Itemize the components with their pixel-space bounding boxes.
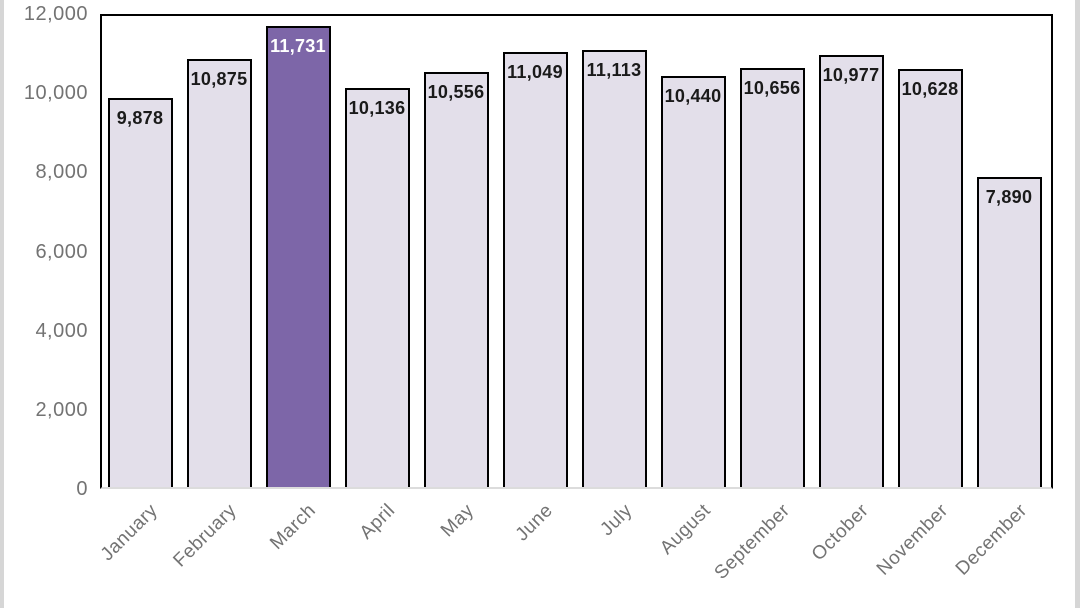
- x-tick-label-january: January: [97, 500, 163, 566]
- window-edge-left: [0, 0, 4, 608]
- bar-february: [186, 59, 252, 487]
- bar-september: [739, 68, 805, 487]
- plot-area: 9,878 10,875 11,731 10,136 10,556 11,049 11,11…: [100, 14, 1053, 489]
- bar-october: [818, 55, 884, 487]
- x-tick-label-june: June: [511, 500, 558, 546]
- bar-value-label: 11,113: [586, 60, 642, 80]
- x-tick-label-august: August: [656, 500, 716, 559]
- x-tick-label-may: May: [437, 500, 479, 542]
- y-tick-label: 8,000: [35, 161, 88, 184]
- x-tick-label-november: November: [872, 500, 953, 580]
- y-tick-label: 0: [76, 478, 88, 500]
- y-tick-label: 6,000: [35, 240, 88, 263]
- y-tick-label: 12,000: [23, 3, 88, 25]
- x-tick-label-december: December: [951, 500, 1032, 580]
- bar-value-label: 10,875: [190, 69, 248, 89]
- x-tick-label-march: March: [266, 500, 321, 554]
- bar-august: [660, 76, 726, 487]
- x-tick-label-september: September: [710, 500, 795, 584]
- bar-value-label: 11,731: [270, 36, 326, 56]
- bar-value-label: 10,628: [901, 79, 959, 99]
- window-edge-right: [1075, 0, 1080, 608]
- bar-value-label: 10,136: [348, 98, 406, 118]
- bar-value-label: 10,656: [743, 78, 801, 98]
- bar-value-label: 11,049: [507, 62, 563, 82]
- bar-value-label: 9,878: [116, 108, 164, 128]
- bar-january: [107, 98, 173, 487]
- x-tick-label-october: October: [808, 500, 874, 566]
- bar-december: [976, 177, 1042, 487]
- x-tick-label-february: February: [169, 500, 242, 572]
- bar-value-label: 7,890: [985, 187, 1033, 207]
- y-tick-label: 10,000: [23, 82, 88, 105]
- bar-value-label: 10,977: [822, 65, 880, 85]
- bar-april: [344, 88, 410, 487]
- x-tick-label-april: April: [355, 500, 400, 544]
- y-tick-label: 2,000: [35, 398, 88, 421]
- bar-may: [423, 72, 489, 487]
- bar-value-label: 10,440: [664, 86, 722, 106]
- x-tick-label-july: July: [596, 500, 637, 541]
- bar-value-label: 10,556: [427, 82, 485, 102]
- bar-july: [581, 50, 647, 487]
- bar-june: [502, 52, 568, 487]
- y-tick-label: 4,000: [35, 319, 88, 342]
- bar-march: [265, 26, 331, 487]
- bar-november: [897, 69, 963, 487]
